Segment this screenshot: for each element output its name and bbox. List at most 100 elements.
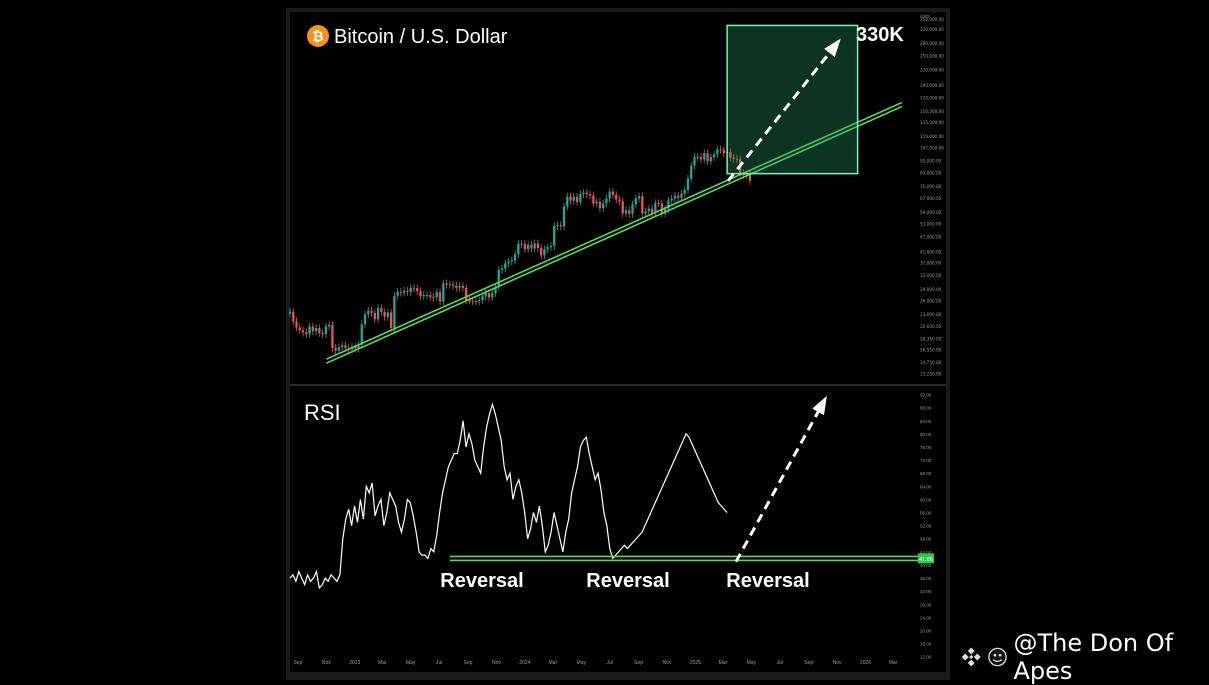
candle-body	[416, 288, 419, 292]
candle-body	[572, 196, 575, 201]
x-tick-label: Sep	[293, 660, 302, 666]
candle-body	[465, 287, 468, 301]
candle-body	[647, 208, 650, 212]
candle-body	[673, 195, 677, 199]
rsi-tick-label: 76.00	[920, 445, 932, 450]
x-tick-label: Sep	[634, 660, 643, 666]
candle-body	[360, 324, 363, 345]
price-tick-label: 280,000.00	[920, 41, 944, 46]
candle-body	[301, 330, 305, 333]
candle-body	[455, 285, 458, 288]
rsi-tick-label: 52.00	[920, 524, 932, 529]
rsi-tick-label: 84.00	[920, 419, 932, 424]
candle-body	[314, 328, 318, 332]
candle-body	[546, 247, 549, 250]
price-tick-label: 29,000.00	[920, 287, 942, 292]
candle-body	[383, 312, 386, 317]
target-label: 330K	[856, 24, 904, 46]
candle-body	[735, 158, 739, 160]
x-tick-label: Nov	[492, 660, 501, 666]
bitcoin-symbol-icon: ₿	[312, 29, 323, 45]
candle-body	[409, 287, 412, 292]
candle-body	[670, 198, 673, 201]
price-pane	[290, 12, 946, 384]
candle-body	[526, 244, 530, 249]
candle-body	[311, 326, 314, 332]
x-tick-label: Mar	[889, 660, 898, 666]
candle-body	[595, 201, 598, 204]
candle-body	[543, 249, 546, 256]
rsi-tick-label: 44.00	[920, 550, 932, 555]
candle-body	[585, 192, 588, 195]
price-tick-label: 135,000.00	[920, 120, 944, 125]
candle-body	[471, 300, 474, 302]
candle-body	[331, 324, 334, 348]
rsi-tick-label: 40.00	[920, 563, 932, 568]
candle-body	[582, 192, 585, 195]
candle-body	[703, 153, 706, 160]
rsi-tick-label: 36.00	[920, 576, 932, 581]
price-tick-label: 33,000.00	[920, 273, 942, 278]
candle-body	[513, 254, 517, 261]
price-tick-label: 320,000.00	[920, 27, 944, 32]
x-tick-label: May	[577, 660, 587, 666]
candle-body	[517, 243, 520, 255]
trendline-upper	[326, 101, 903, 360]
candle-body	[425, 294, 429, 296]
candle-body	[328, 324, 331, 327]
candle-body	[615, 194, 618, 200]
candle-body	[497, 270, 500, 287]
candle-body	[484, 293, 487, 297]
candle-body	[491, 293, 494, 298]
rsi-line	[289, 402, 728, 590]
candle-body	[337, 347, 341, 351]
candle-body	[667, 200, 670, 209]
price-tick-label: 190,000.00	[920, 83, 944, 88]
rsi-tick-label: 32.00	[920, 589, 932, 594]
candle-body	[458, 285, 461, 288]
candle-body	[504, 263, 507, 269]
x-tick-label: Jul	[436, 660, 442, 666]
x-tick-label: 2026	[860, 660, 871, 666]
candle-body	[288, 311, 292, 314]
candle-body	[566, 196, 569, 207]
price-tick-label: 119,000.00	[920, 134, 944, 139]
x-tick-label: Mar	[549, 660, 558, 666]
ape-avatar-icon	[988, 647, 1008, 667]
candle-body	[680, 193, 683, 198]
candle-body	[696, 156, 699, 158]
candle-body	[556, 225, 559, 227]
target-box	[726, 24, 859, 175]
price-tick-label: 150,000.00	[920, 109, 944, 114]
candle-body	[533, 243, 536, 249]
candle-body	[298, 327, 301, 331]
price-tick-label: 37,000.00	[920, 260, 942, 265]
price-tick-label: 18,350.00	[920, 336, 942, 341]
candle-body	[699, 156, 703, 160]
candle-body	[354, 346, 357, 349]
candle-body	[435, 292, 438, 298]
price-tick-label: 75,000.00	[920, 184, 942, 189]
candle-body	[363, 314, 367, 325]
candle-body	[644, 211, 647, 214]
candle-body	[553, 226, 556, 246]
rsi-pane	[290, 384, 946, 672]
candle-body	[748, 174, 752, 181]
candle-body	[650, 208, 654, 214]
price-tick-label: 85,000.00	[920, 170, 942, 175]
bitcoin-logo-icon	[307, 25, 329, 47]
x-tick-label: May	[406, 660, 416, 666]
rsi-title: RSI	[304, 400, 341, 425]
candle-body	[611, 191, 615, 195]
candle-body	[536, 243, 540, 248]
candle-body	[341, 345, 344, 348]
price-tick-label: 220,000.00	[920, 67, 944, 72]
reversal-label: Reversal	[726, 570, 809, 592]
candle-body	[523, 243, 527, 249]
trendline-lower	[326, 105, 903, 364]
candle-body	[732, 157, 735, 159]
candle-body	[403, 290, 406, 293]
rsi-tick-label: 80.00	[920, 432, 932, 437]
candle-body	[621, 201, 624, 214]
candle-body	[520, 243, 523, 245]
